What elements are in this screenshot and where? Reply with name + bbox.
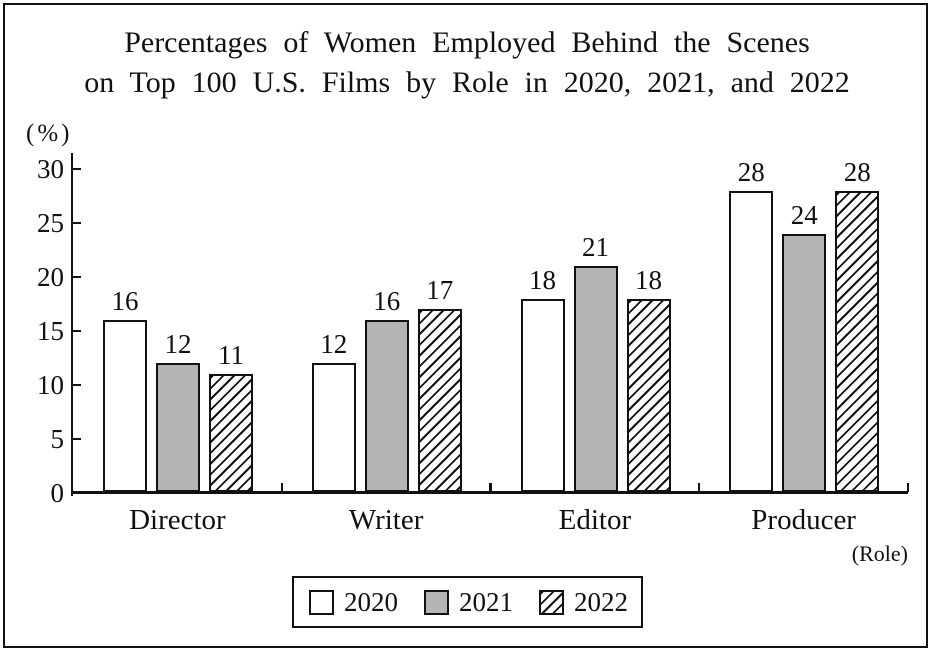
value-label-2021-director: 12 bbox=[164, 329, 192, 360]
y-tick-label-25: 25 bbox=[37, 208, 64, 238]
x-tick-3 bbox=[698, 483, 701, 492]
legend-swatch-2021 bbox=[424, 589, 449, 615]
y-tick-0 bbox=[73, 491, 81, 495]
value-label-2020-writer: 12 bbox=[320, 329, 348, 360]
bar-2022-producer bbox=[835, 190, 880, 493]
bar-2020-director bbox=[103, 320, 147, 493]
legend-box: 2020 2021 2022 bbox=[292, 576, 643, 628]
category-label-editor: Editor bbox=[558, 504, 632, 536]
y-tick-label-5: 5 bbox=[50, 424, 65, 454]
y-tick-30 bbox=[73, 167, 81, 171]
legend-item-2020: 2020 bbox=[309, 587, 398, 617]
value-label-2022-director: 11 bbox=[218, 340, 244, 371]
bar-2020-editor bbox=[520, 298, 565, 493]
y-tick-label-30: 30 bbox=[37, 154, 64, 184]
value-label-2020-editor: 18 bbox=[529, 264, 556, 295]
category-label-director: Director bbox=[129, 504, 226, 536]
y-tick-5 bbox=[73, 437, 81, 441]
legend-swatch-2022 bbox=[539, 589, 564, 615]
category-label-producer: Producer bbox=[751, 504, 856, 536]
value-label-2021-producer: 24 bbox=[790, 199, 818, 230]
y-tick-label-0: 0 bbox=[50, 478, 65, 508]
legend-swatch-2020 bbox=[309, 589, 334, 615]
x-axis-unit-label: (Role) bbox=[851, 541, 908, 566]
value-label-2022-writer: 17 bbox=[426, 275, 454, 306]
y-tick-label-20: 20 bbox=[37, 262, 64, 292]
legend-item-2022: 2022 bbox=[539, 587, 628, 617]
x-tick-4 bbox=[906, 483, 910, 492]
value-label-2022-producer: 28 bbox=[843, 156, 871, 187]
bar-2022-writer bbox=[417, 309, 462, 493]
bar-2020-writer bbox=[311, 363, 356, 493]
bar-2021-editor bbox=[573, 266, 618, 493]
bar-2022-editor bbox=[626, 298, 671, 493]
y-tick-label-15: 15 bbox=[37, 316, 64, 346]
category-label-writer: Writer bbox=[348, 504, 424, 536]
legend-label-2021: 2021 bbox=[459, 587, 513, 617]
y-tick-20 bbox=[73, 275, 81, 279]
chart-title-line1: Percentages of Women Employed Behind the… bbox=[124, 26, 810, 59]
y-tick-label-10: 10 bbox=[37, 370, 64, 400]
value-label-2021-editor: 21 bbox=[582, 232, 609, 263]
chart-title-line2: on Top 100 U.S. Films by Role in 2020, 2… bbox=[84, 66, 850, 99]
bar-2022-director bbox=[209, 374, 253, 493]
x-tick-1 bbox=[280, 483, 283, 492]
bar-2021-writer bbox=[364, 320, 409, 493]
value-label-2022-editor: 18 bbox=[635, 264, 662, 295]
chart-title: Percentages of Women Employed Behind the… bbox=[0, 23, 934, 103]
value-label-2020-director: 16 bbox=[111, 286, 139, 317]
bar-2021-director bbox=[156, 363, 200, 493]
x-axis-line bbox=[70, 491, 908, 494]
legend-label-2022: 2022 bbox=[574, 587, 628, 617]
y-axis-line bbox=[70, 153, 73, 496]
y-tick-15 bbox=[73, 329, 81, 333]
legend-label-2020: 2020 bbox=[344, 587, 398, 617]
legend-item-2021: 2021 bbox=[424, 587, 513, 617]
y-tick-10 bbox=[73, 383, 81, 387]
y-axis-unit-label: (%) bbox=[26, 120, 73, 147]
bar-2020-producer bbox=[729, 190, 774, 493]
bar-2021-producer bbox=[782, 233, 827, 493]
value-label-2020-producer: 28 bbox=[737, 156, 765, 187]
x-tick-2 bbox=[489, 483, 492, 492]
y-tick-25 bbox=[73, 221, 81, 225]
value-label-2021-writer: 16 bbox=[373, 286, 401, 317]
